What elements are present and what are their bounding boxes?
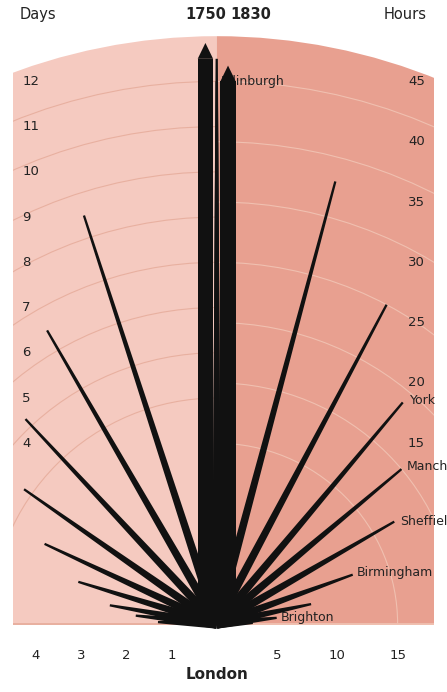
Text: 1830: 1830 [230, 7, 271, 21]
Polygon shape [46, 330, 221, 626]
Polygon shape [110, 604, 218, 628]
Text: 6: 6 [22, 346, 30, 359]
Text: London: London [185, 667, 248, 682]
Polygon shape [220, 66, 236, 82]
Polygon shape [213, 401, 404, 627]
Text: York: York [409, 394, 435, 407]
Polygon shape [220, 82, 236, 624]
Polygon shape [213, 304, 388, 626]
Polygon shape [25, 418, 220, 627]
Text: 11: 11 [22, 120, 39, 133]
Text: 12: 12 [22, 75, 39, 88]
Text: 10: 10 [329, 649, 346, 662]
Text: Birmingham: Birmingham [357, 566, 434, 579]
Polygon shape [198, 59, 213, 624]
Polygon shape [135, 614, 217, 628]
Text: 5: 5 [22, 392, 31, 405]
Polygon shape [212, 59, 221, 624]
Text: 1750: 1750 [185, 7, 226, 21]
Text: 15: 15 [389, 649, 406, 662]
Polygon shape [44, 543, 219, 628]
Text: 5: 5 [273, 649, 281, 662]
Polygon shape [216, 619, 253, 628]
Text: Brighton: Brighton [280, 611, 334, 624]
Text: 35: 35 [408, 196, 425, 208]
Polygon shape [212, 82, 221, 624]
Text: 3: 3 [77, 649, 85, 662]
Text: 40: 40 [408, 135, 425, 148]
Text: 4: 4 [22, 437, 30, 450]
Wedge shape [217, 36, 447, 624]
Polygon shape [215, 520, 395, 628]
Text: 10: 10 [22, 165, 39, 179]
Polygon shape [212, 181, 337, 626]
Text: 15: 15 [408, 437, 425, 450]
Polygon shape [83, 215, 221, 626]
Polygon shape [158, 619, 217, 628]
Text: 2: 2 [122, 649, 131, 662]
Polygon shape [216, 603, 311, 628]
Polygon shape [216, 617, 277, 628]
Polygon shape [214, 468, 402, 628]
Text: Sheffield: Sheffield [400, 515, 447, 528]
Text: 4: 4 [32, 649, 40, 662]
Polygon shape [215, 574, 353, 628]
Polygon shape [78, 581, 218, 628]
Polygon shape [23, 489, 219, 628]
Text: Days: Days [20, 7, 57, 21]
Text: Hours: Hours [384, 7, 427, 21]
Text: 20: 20 [408, 376, 425, 390]
Wedge shape [0, 36, 217, 624]
Text: 8: 8 [22, 256, 30, 268]
Text: 45: 45 [408, 75, 425, 88]
Text: 30: 30 [408, 256, 425, 268]
Polygon shape [198, 43, 213, 59]
Text: 1: 1 [167, 649, 176, 662]
Text: 9: 9 [22, 210, 30, 224]
Text: Edinburgh: Edinburgh [221, 75, 285, 88]
Text: 7: 7 [22, 301, 31, 314]
Text: 25: 25 [408, 316, 425, 329]
Text: Manchester: Manchester [407, 460, 447, 473]
